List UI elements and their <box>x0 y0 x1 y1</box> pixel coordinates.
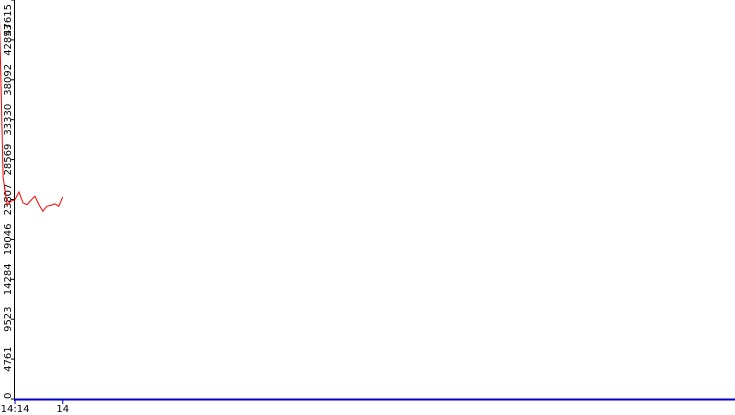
y-tick-label: 19046 <box>3 223 14 255</box>
y-tick-label: 23807 <box>3 184 14 216</box>
y-tick-label: 33330 <box>3 104 14 136</box>
y-tick-label: 0 <box>3 393 14 399</box>
x-axis-ticks: 14:0114:0214:0314:0414:0514:0614:0714:08… <box>1 399 69 415</box>
y-tick-label: 38092 <box>3 64 14 96</box>
x-tick-label: 14:14 <box>1 404 30 415</box>
y-tick-label: 9523 <box>3 306 14 331</box>
y-axis-ticks: 0 4761 9523 14284 19046 23807 28569 33330 38092 4… <box>3 0 15 400</box>
y-tick-label: 28569 <box>3 144 14 176</box>
y-tick-label: 14284 <box>3 263 14 295</box>
y-tick-label: 4761 <box>3 346 14 371</box>
y-tick-label: 42853 <box>3 24 14 56</box>
y-tick-label: 47615 <box>3 4 14 36</box>
x-tick-label: 14 <box>56 404 69 415</box>
